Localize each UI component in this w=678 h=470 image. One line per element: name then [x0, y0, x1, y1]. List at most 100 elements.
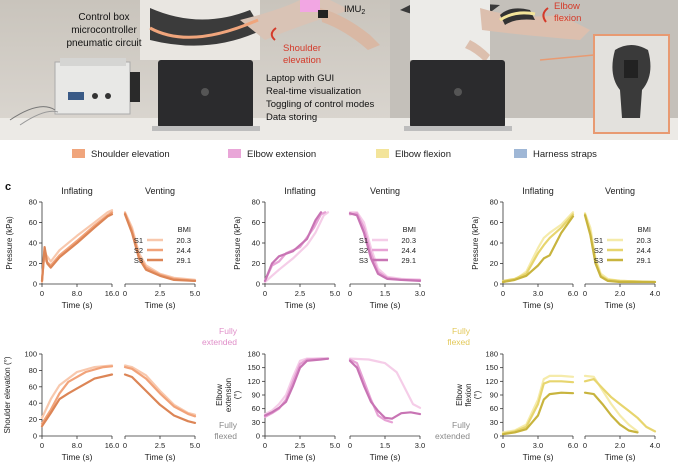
legend-subject: S2: [594, 246, 603, 255]
inflating-title: Inflating: [284, 186, 316, 196]
panel-letter: c: [5, 181, 11, 193]
x-axis-label: Time (s): [370, 452, 401, 462]
x-tick-label: 0: [501, 289, 505, 298]
elbow-flexion-ylabel-0: Elbow: [455, 384, 464, 406]
y-tick-label: 150: [247, 363, 260, 372]
legend-subject: S3: [594, 256, 603, 265]
series-line-S3: [348, 359, 422, 420]
elbow-extension-actuator: [300, 0, 320, 12]
x-tick-label: 0: [348, 289, 352, 298]
y-tick-label: 90: [490, 391, 498, 400]
x-tick-label: 0: [583, 289, 587, 298]
legend-swatch-flexion: [376, 149, 389, 158]
x-tick-label: 5.0: [330, 289, 340, 298]
x-axis-label: Time (s): [605, 300, 636, 310]
series-line-S2: [40, 365, 114, 425]
left-person: [140, 0, 380, 60]
y-tick-label: 30: [252, 418, 260, 427]
y-tick-label: 150: [485, 363, 498, 372]
shoulder-elevation-label-2: elevation: [283, 55, 321, 66]
y-tick-label: 90: [252, 391, 260, 400]
laptop-label-2: Real-time visualization: [266, 86, 361, 97]
x-axis-label: Time (s): [285, 300, 316, 310]
control-box: [54, 58, 140, 115]
chart-extension-angle-venting: 0 1.5 3.0 Time (s): [348, 357, 425, 462]
y-tick-label: 80: [29, 198, 37, 207]
x-tick-label: 3.0: [533, 441, 543, 450]
x-tick-label: 0: [583, 441, 587, 450]
y-tick-label: 180: [485, 350, 498, 359]
laptop-label-3: Toggling of control modes: [266, 99, 375, 110]
legend-bmi: 20.3: [176, 236, 191, 245]
x-tick-label: 0: [123, 289, 127, 298]
legend-subject: S1: [359, 236, 368, 245]
series-line-S1: [263, 357, 330, 416]
y-tick-label: 0: [494, 432, 498, 441]
x-axis-label: Time (s): [523, 300, 554, 310]
y-tick-label: 40: [252, 239, 260, 248]
setup-photo: Control box microcontroller pneumatic ci…: [0, 0, 678, 140]
legend-bmi: 24.4: [176, 246, 191, 255]
y-tick-label: 180: [247, 350, 260, 359]
y-tick-label: 0: [33, 432, 37, 441]
chart-extension-pressure-venting: 0 1.5 3.0 Time (s) Venting BMI S1 20.3 S2 24.4 S3 2…: [348, 186, 425, 310]
inflating-title: Inflating: [61, 186, 93, 196]
chart-flexion-angle-venting: 0 2.0 4.0 Time (s): [583, 374, 660, 462]
bmi-header: BMI: [638, 225, 651, 234]
legend-bmi: 29.1: [401, 256, 416, 265]
bmi-header: BMI: [178, 225, 191, 234]
y-tick-label: 120: [485, 377, 498, 386]
series-line-S1: [501, 211, 575, 284]
elbow-extension-ylabel-0: Elbow: [215, 384, 224, 406]
y-tick-label: 0: [256, 432, 260, 441]
elbow-extension-ylabel-2: (°): [233, 390, 242, 399]
y-tick-label: 60: [490, 404, 498, 413]
x-tick-label: 0: [501, 441, 505, 450]
legend-subject: S2: [134, 246, 143, 255]
elbow-flexion-ylabel-1: flexion: [464, 383, 473, 406]
fully-extended-bottom-2: extended: [435, 431, 470, 441]
x-tick-label: 0: [263, 289, 267, 298]
actuator-inset: [539, 34, 670, 134]
chart-shoulder-angle-inflating: 0 8.0 16.0 Time (s) 0 20 40 60 80 100: [24, 350, 119, 463]
elbow-flexion-photo-label-1: Elbow: [554, 1, 580, 12]
y-tick-label: 60: [490, 218, 498, 227]
laptop-label-4: Data storing: [266, 112, 317, 123]
laptop-left: [152, 60, 260, 131]
x-tick-label: 1.5: [380, 289, 390, 298]
legend: Shoulder elevation Elbow extension Elbow…: [0, 140, 678, 172]
x-axis-label: Time (s): [605, 452, 636, 462]
y-tick-label: 20: [29, 259, 37, 268]
venting-title: Venting: [145, 186, 175, 196]
x-tick-label: 5.0: [330, 441, 340, 450]
series-line-S2: [583, 378, 657, 433]
series-line-S3: [348, 212, 422, 282]
x-tick-label: 1.5: [380, 441, 390, 450]
legend-bmi: 20.3: [636, 236, 651, 245]
y-tick-label: 80: [29, 366, 37, 375]
legend-bmi: 24.4: [636, 246, 651, 255]
legend-harness-straps: Harness straps: [514, 149, 597, 160]
pressure-ylabel-flexion: Pressure (kPa): [471, 216, 480, 270]
legend-elbow-extension: Elbow extension: [228, 149, 316, 160]
chart-shoulder-angle-venting: 0 2.5 5.0 Time (s): [123, 364, 200, 462]
series-line-S2: [123, 366, 197, 418]
y-tick-label: 20: [29, 415, 37, 424]
legend-subject: S1: [594, 236, 603, 245]
venting-title: Venting: [605, 186, 635, 196]
legend-elbow-flexion: Elbow flexion: [376, 149, 451, 160]
imu-label: IMU2: [344, 4, 365, 16]
x-tick-label: 5.0: [190, 441, 200, 450]
shoulder-angle-ylabel: Shoulder elevation (°): [3, 356, 12, 433]
x-axis-label: Time (s): [62, 452, 93, 462]
legend-swatch-shoulder: [72, 149, 85, 158]
y-tick-label: 120: [247, 377, 260, 386]
pressure-ylabel-shoulder: Pressure (kPa): [5, 216, 14, 270]
legend-swatch-harness: [514, 149, 527, 158]
series-line-S3: [263, 357, 330, 417]
control-box-label-3: pneumatic circuit: [66, 38, 141, 49]
y-tick-label: 60: [29, 218, 37, 227]
legend-shoulder-elevation: Shoulder elevation: [72, 149, 170, 160]
fully-flexed-label-1: Fully: [219, 420, 238, 430]
series-line-S1: [123, 364, 197, 416]
